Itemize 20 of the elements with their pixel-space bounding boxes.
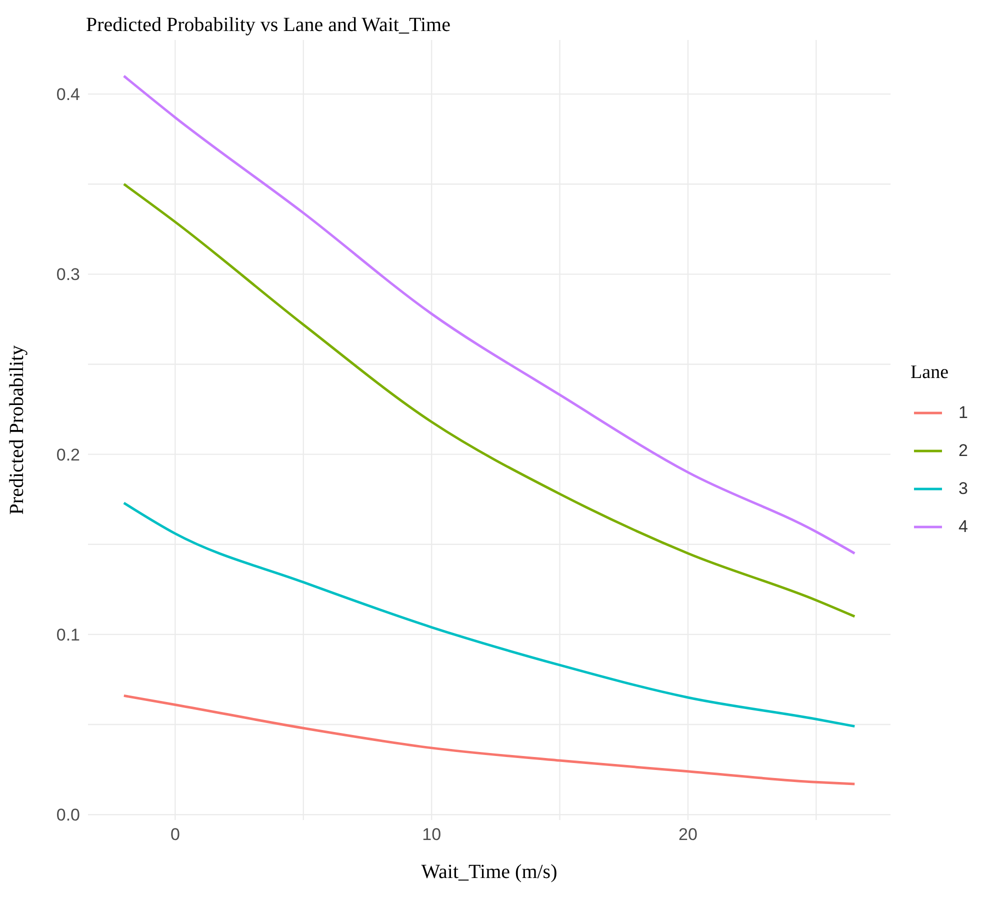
legend-label: 4 — [958, 517, 968, 537]
legend-label: 3 — [958, 479, 968, 499]
line-series — [122, 694, 856, 786]
x-tick-label: 0 — [170, 825, 180, 844]
legend-title: Lane — [910, 362, 950, 384]
legend-label: 2 — [958, 441, 968, 461]
y-axis-title: Predicted Probability — [6, 345, 28, 515]
y-tick-label: 0.2 — [56, 445, 80, 464]
chart-title: Predicted Probability vs Lane and Wait_Time — [86, 14, 450, 37]
y-tick-label: 0.4 — [56, 85, 80, 104]
y-tick-label: 0.3 — [56, 265, 80, 284]
text: 0.0 — [56, 806, 80, 825]
x-tick-label: 20 — [678, 825, 698, 844]
line-series — [122, 182, 856, 618]
line-series — [122, 502, 856, 728]
legend-label: 1 — [958, 403, 968, 423]
x-tick-label: 10 — [422, 825, 442, 844]
y-tick-label: 0.1 — [56, 625, 80, 644]
line-series — [122, 74, 856, 555]
x-axis-title: Wait_Time (m/s) — [421, 861, 558, 883]
